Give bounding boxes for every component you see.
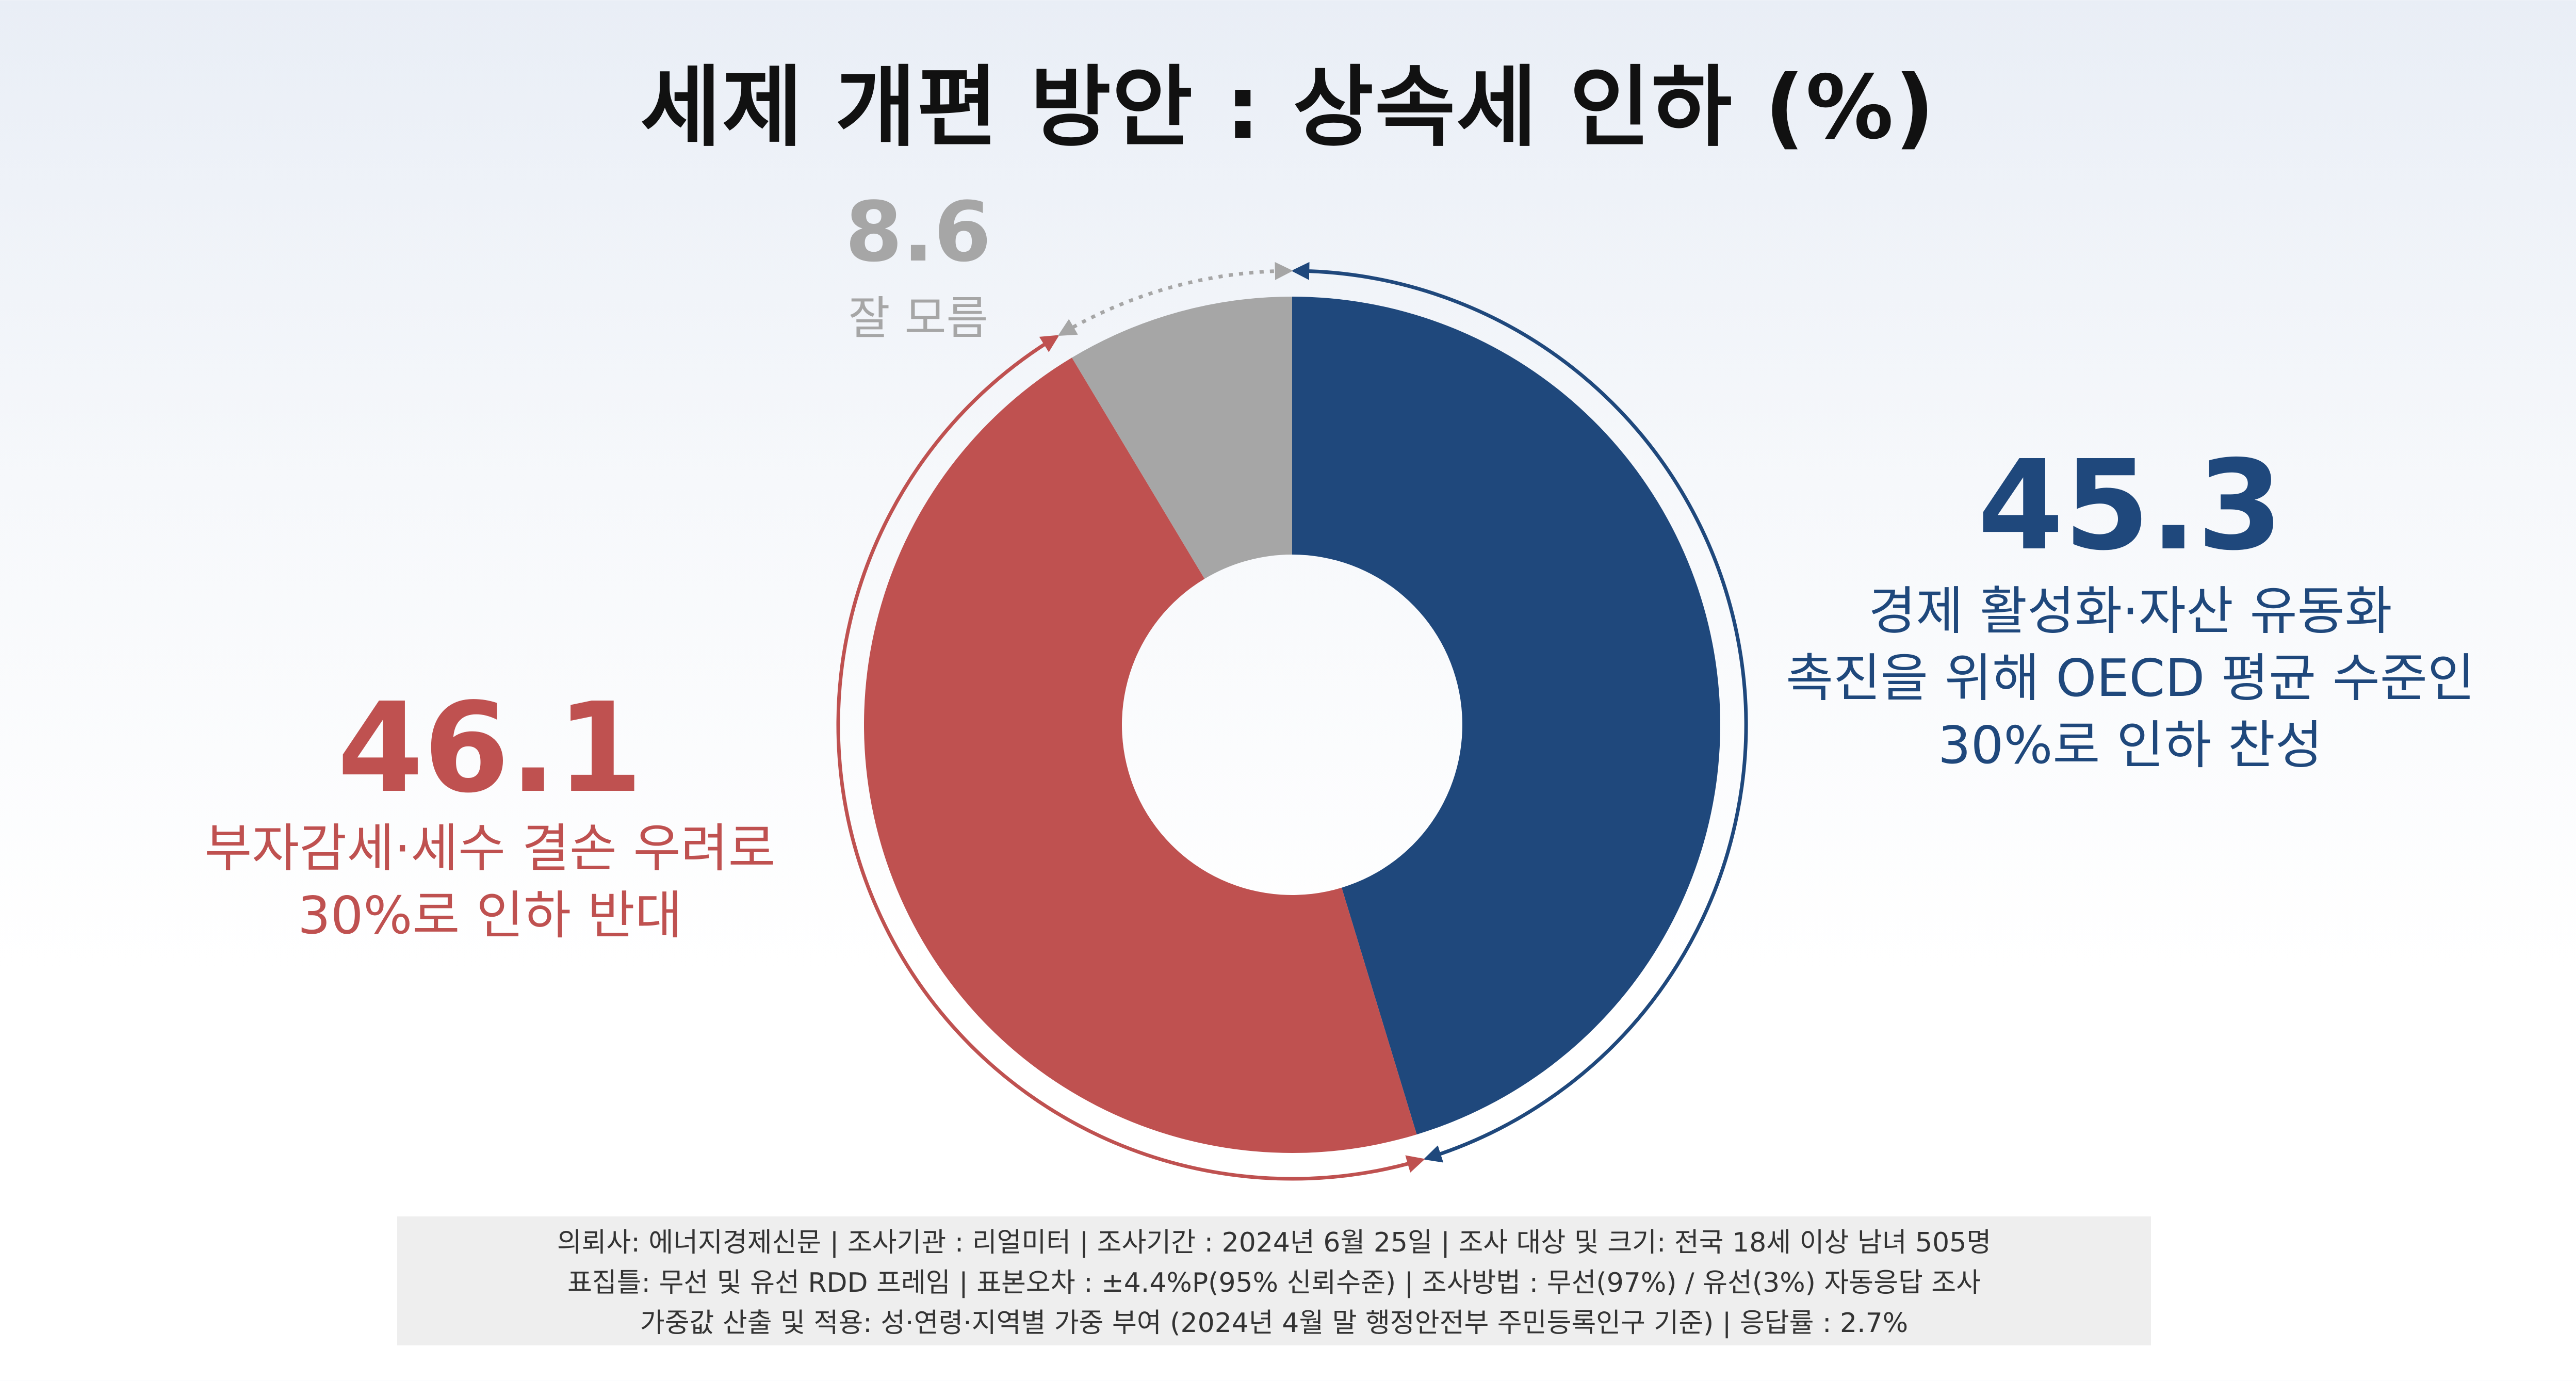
survey-footnote: 의뢰사: 에너지경제신문 | 조사기관 : 리얼미터 | 조사기간 : 2024… bbox=[397, 1216, 2151, 1345]
favor-value-label: 45.3 bbox=[1977, 433, 2284, 578]
range-arc-dont-know bbox=[1057, 262, 1293, 336]
dont-know-value-label: 8.6 bbox=[845, 184, 991, 280]
slice-dont-know bbox=[1072, 297, 1292, 579]
favor-description: 경제 활성화·자산 유동화 촉진을 위해 OECD 평균 수준인 30%로 인하… bbox=[1786, 581, 2475, 775]
chart-title: 세제 개편 방안 : 상속세 인하 (%) bbox=[640, 57, 1936, 159]
footnote-line-3: 가중값 산출 및 적용: 성·연령·지역별 가중 부여 (2024년 4월 말 … bbox=[640, 1308, 1909, 1339]
range-arc-oppose bbox=[836, 335, 1425, 1181]
oppose-value-label: 46.1 bbox=[337, 676, 643, 820]
footnote-line-2: 표집틀: 무선 및 유선 RDD 프레임 | 표본오차 : ±4.4%P(95%… bbox=[567, 1268, 1981, 1298]
range-arc-favor bbox=[1291, 262, 1748, 1163]
dont-know-description: 잘 모름 bbox=[848, 291, 988, 345]
oppose-description: 부자감세·세수 결손 우려로 30%로 인하 반대 bbox=[204, 818, 776, 946]
footnote-line-1: 의뢰사: 에너지경제신문 | 조사기관 : 리얼미터 | 조사기간 : 2024… bbox=[557, 1227, 1992, 1258]
